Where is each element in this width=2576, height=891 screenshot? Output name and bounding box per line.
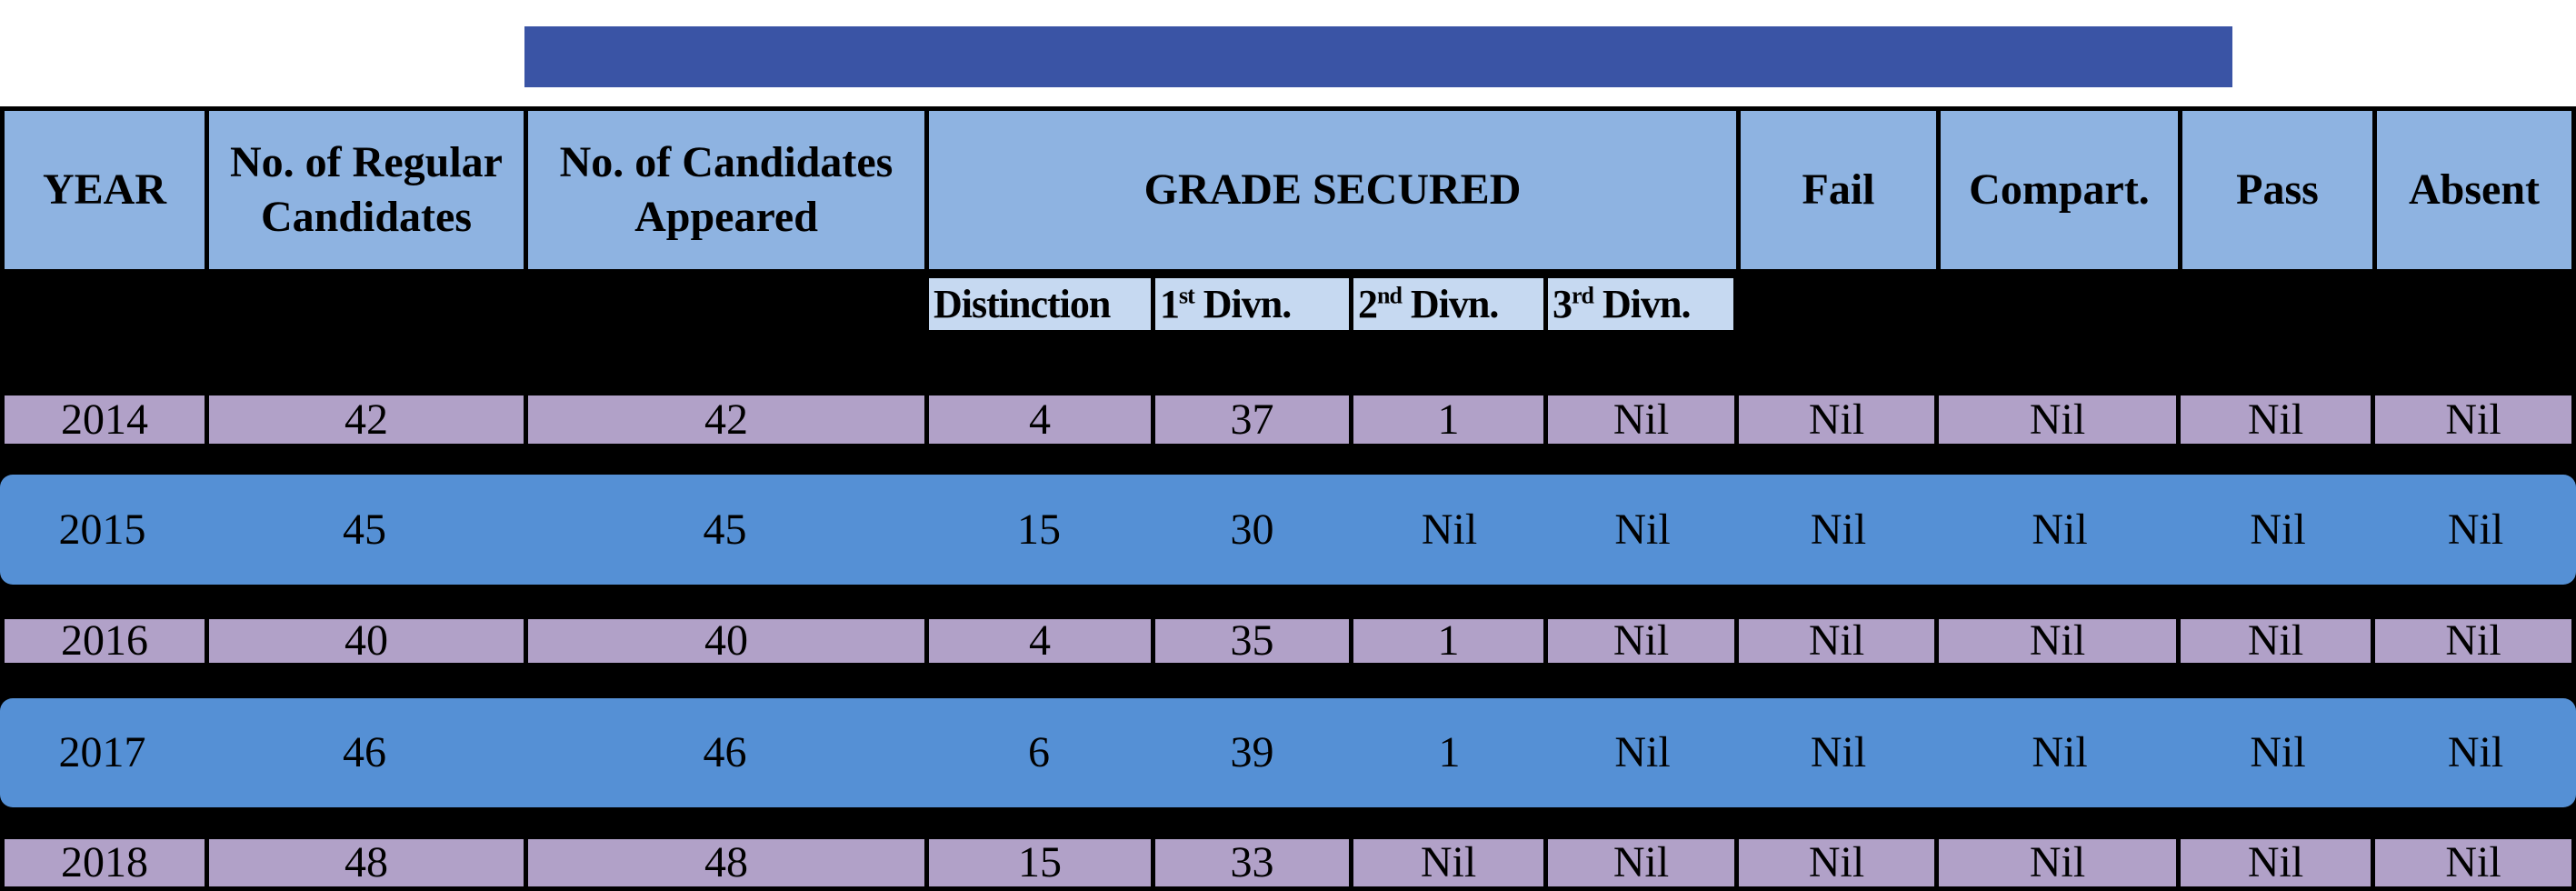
results-table: YEAR No. of Regular Candidates No. of Ca…	[0, 106, 2576, 891]
table-row-2016: 2016 40 40 4 35 1 Nil Nil Nil Nil Nil	[0, 615, 2576, 667]
table-cell: 40	[209, 619, 524, 663]
table-cell: 4	[929, 619, 1151, 663]
table-cell: Nil	[1548, 839, 1734, 886]
table-cell: Nil	[1614, 728, 1671, 776]
table-cell: 42	[209, 395, 524, 444]
table-cell: 46	[343, 728, 386, 776]
subheader-distinction: Distinction	[929, 278, 1151, 330]
table-cell: Nil	[1548, 395, 1734, 444]
table-header-row: YEAR No. of Regular Candidates No. of Ca…	[0, 106, 2576, 274]
table-cell: 1	[1353, 395, 1543, 444]
table-cell: 37	[1155, 395, 1349, 444]
table-cell: Nil	[1810, 505, 1867, 554]
table-cell: Nil	[1614, 505, 1671, 554]
table-cell: Nil	[2375, 839, 2571, 886]
table-cell: 1	[1438, 728, 1461, 776]
table-cell: Nil	[2181, 395, 2371, 444]
column-header-compart: Compart.	[1941, 111, 2178, 269]
table-cell: 40	[528, 619, 924, 663]
table-cell: 45	[343, 505, 386, 554]
column-header-absent: Absent	[2377, 111, 2571, 269]
column-header-fail: Fail	[1741, 111, 1936, 269]
table-cell: Nil	[2032, 505, 2088, 554]
table-cell: 15	[1017, 505, 1061, 554]
table-cell: Nil	[2447, 728, 2504, 776]
table-cell: Nil	[2375, 619, 2571, 663]
table-cell: Nil	[1739, 395, 1934, 444]
title-banner	[524, 26, 2232, 87]
table-cell: 1	[1353, 619, 1543, 663]
table-cell: Nil	[1353, 839, 1543, 886]
column-header-grade-secured: GRADE SECURED	[929, 111, 1736, 269]
table-cell: Nil	[1421, 505, 1478, 554]
table-cell: Nil	[1939, 619, 2176, 663]
table-cell: 42	[528, 395, 924, 444]
column-header-candidates-appeared: No. of Candidates Appeared	[528, 111, 924, 269]
table-cell: 35	[1155, 619, 1349, 663]
grade-subheader-row: Distinction 1st Divn. 2nd Divn. 3rd Divn…	[924, 274, 1738, 335]
table-cell: 2014	[5, 395, 205, 444]
table-cell: Nil	[2250, 505, 2306, 554]
table-cell: 46	[703, 728, 747, 776]
table-cell: Nil	[2181, 839, 2371, 886]
table-cell: 48	[209, 839, 524, 886]
table-cell: Nil	[2375, 395, 2571, 444]
table-cell: 4	[929, 395, 1151, 444]
table-cell: 30	[1230, 505, 1274, 554]
table-cell: Nil	[1548, 619, 1734, 663]
subheader-second-divn: 2nd Divn.	[1353, 278, 1543, 330]
column-header-pass: Pass	[2182, 111, 2372, 269]
table-cell: 2017	[58, 728, 146, 776]
table-row-2018: 2018 48 48 15 33 Nil Nil Nil Nil Nil Nil	[0, 835, 2576, 891]
column-header-regular-candidates: No. of Regular Candidates	[209, 111, 524, 269]
table-row-2015: 2015 45 45 15 30 Nil Nil Nil Nil Nil Nil	[0, 475, 2576, 585]
table-row-2017: 2017 46 46 6 39 1 Nil Nil Nil Nil Nil	[0, 698, 2576, 807]
table-cell: 39	[1230, 728, 1274, 776]
table-cell: 2015	[58, 505, 146, 554]
column-header-year: YEAR	[5, 111, 205, 269]
table-cell: Nil	[2447, 505, 2504, 554]
table-cell: 33	[1155, 839, 1349, 886]
table-cell: 48	[528, 839, 924, 886]
table-row-2014: 2014 42 42 4 37 1 Nil Nil Nil Nil Nil	[0, 391, 2576, 448]
table-cell: Nil	[1939, 395, 2176, 444]
table-cell: Nil	[2032, 728, 2088, 776]
table-cell: Nil	[1739, 839, 1934, 886]
table-cell: Nil	[2181, 619, 2371, 663]
table-cell: 45	[703, 505, 747, 554]
table-cell: 6	[1028, 728, 1050, 776]
table-cell: Nil	[2250, 728, 2306, 776]
table-cell: Nil	[1739, 619, 1934, 663]
table-cell: 2016	[5, 619, 205, 663]
table-cell: Nil	[1810, 728, 1867, 776]
table-cell: Nil	[1939, 839, 2176, 886]
subheader-first-divn: 1st Divn.	[1155, 278, 1349, 330]
table-cell: 15	[929, 839, 1151, 886]
subheader-third-divn: 3rd Divn.	[1548, 278, 1733, 330]
table-cell: 2018	[5, 839, 205, 886]
